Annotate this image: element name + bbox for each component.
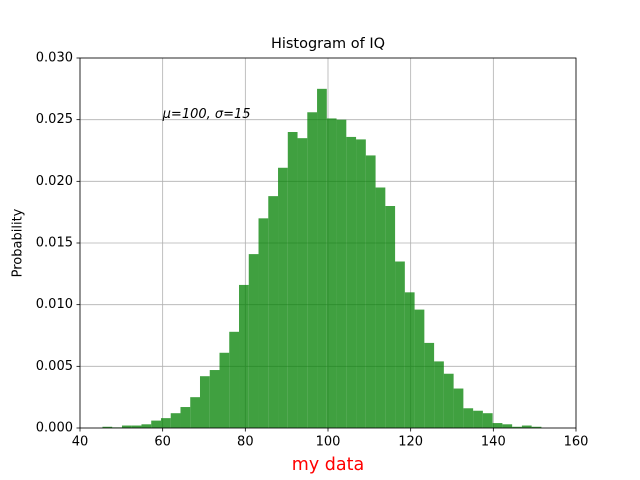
y-tick-label: 0.015 <box>36 236 73 251</box>
bar <box>326 118 337 428</box>
x-tick-label: 80 <box>237 435 254 450</box>
bar <box>336 119 347 429</box>
bar <box>190 397 200 428</box>
y-axis-label: Probability <box>11 208 26 277</box>
x-tick-label: 140 <box>481 435 506 450</box>
bar <box>424 342 435 428</box>
x-tick-label: 60 <box>154 435 171 450</box>
x-tick-label: 120 <box>398 435 423 450</box>
bar <box>151 420 161 428</box>
bar <box>180 407 191 428</box>
bar <box>102 426 113 428</box>
bar <box>521 425 532 428</box>
y-tick-label: 0.010 <box>36 297 73 312</box>
bar <box>160 418 171 428</box>
bar <box>502 424 513 428</box>
bar <box>375 187 386 428</box>
bar <box>287 132 298 428</box>
bar <box>463 408 474 428</box>
bar <box>268 196 279 428</box>
bar <box>141 424 152 428</box>
bar <box>346 136 357 428</box>
chart-title: Histogram of IQ <box>271 36 385 52</box>
bar <box>473 410 483 428</box>
y-tick-label: 0.000 <box>36 421 73 436</box>
bar <box>307 112 318 429</box>
bar <box>356 139 366 428</box>
annotation: μ=100, σ=15 <box>162 107 251 122</box>
bar <box>482 413 493 428</box>
bar <box>512 426 522 428</box>
bar <box>443 373 454 428</box>
y-tick-label: 0.005 <box>36 359 73 374</box>
bar <box>229 331 240 428</box>
bar <box>492 423 503 428</box>
y-tick-label: 0.030 <box>36 51 73 66</box>
bar <box>365 155 376 428</box>
bar <box>395 261 405 428</box>
bar <box>385 206 396 428</box>
bar <box>453 388 464 428</box>
bar <box>414 309 425 428</box>
bar <box>531 426 542 428</box>
bar <box>317 88 327 428</box>
bar <box>209 370 220 428</box>
bar <box>297 138 308 428</box>
bar <box>434 361 444 428</box>
x-tick-label: 160 <box>564 435 589 450</box>
x-tick-label: 40 <box>72 435 89 450</box>
y-tick-label: 0.020 <box>36 174 73 189</box>
bar <box>278 167 288 428</box>
bar <box>131 425 142 428</box>
bar <box>219 352 230 428</box>
bar <box>248 254 259 428</box>
y-tick-label: 0.025 <box>36 112 73 127</box>
bar <box>170 413 181 428</box>
bar <box>121 425 132 428</box>
x-tick-label: 100 <box>316 435 341 450</box>
bar <box>258 218 269 428</box>
bar <box>239 284 249 428</box>
x-axis-label: my data <box>292 455 364 475</box>
bar <box>199 376 210 428</box>
bar <box>404 292 415 428</box>
